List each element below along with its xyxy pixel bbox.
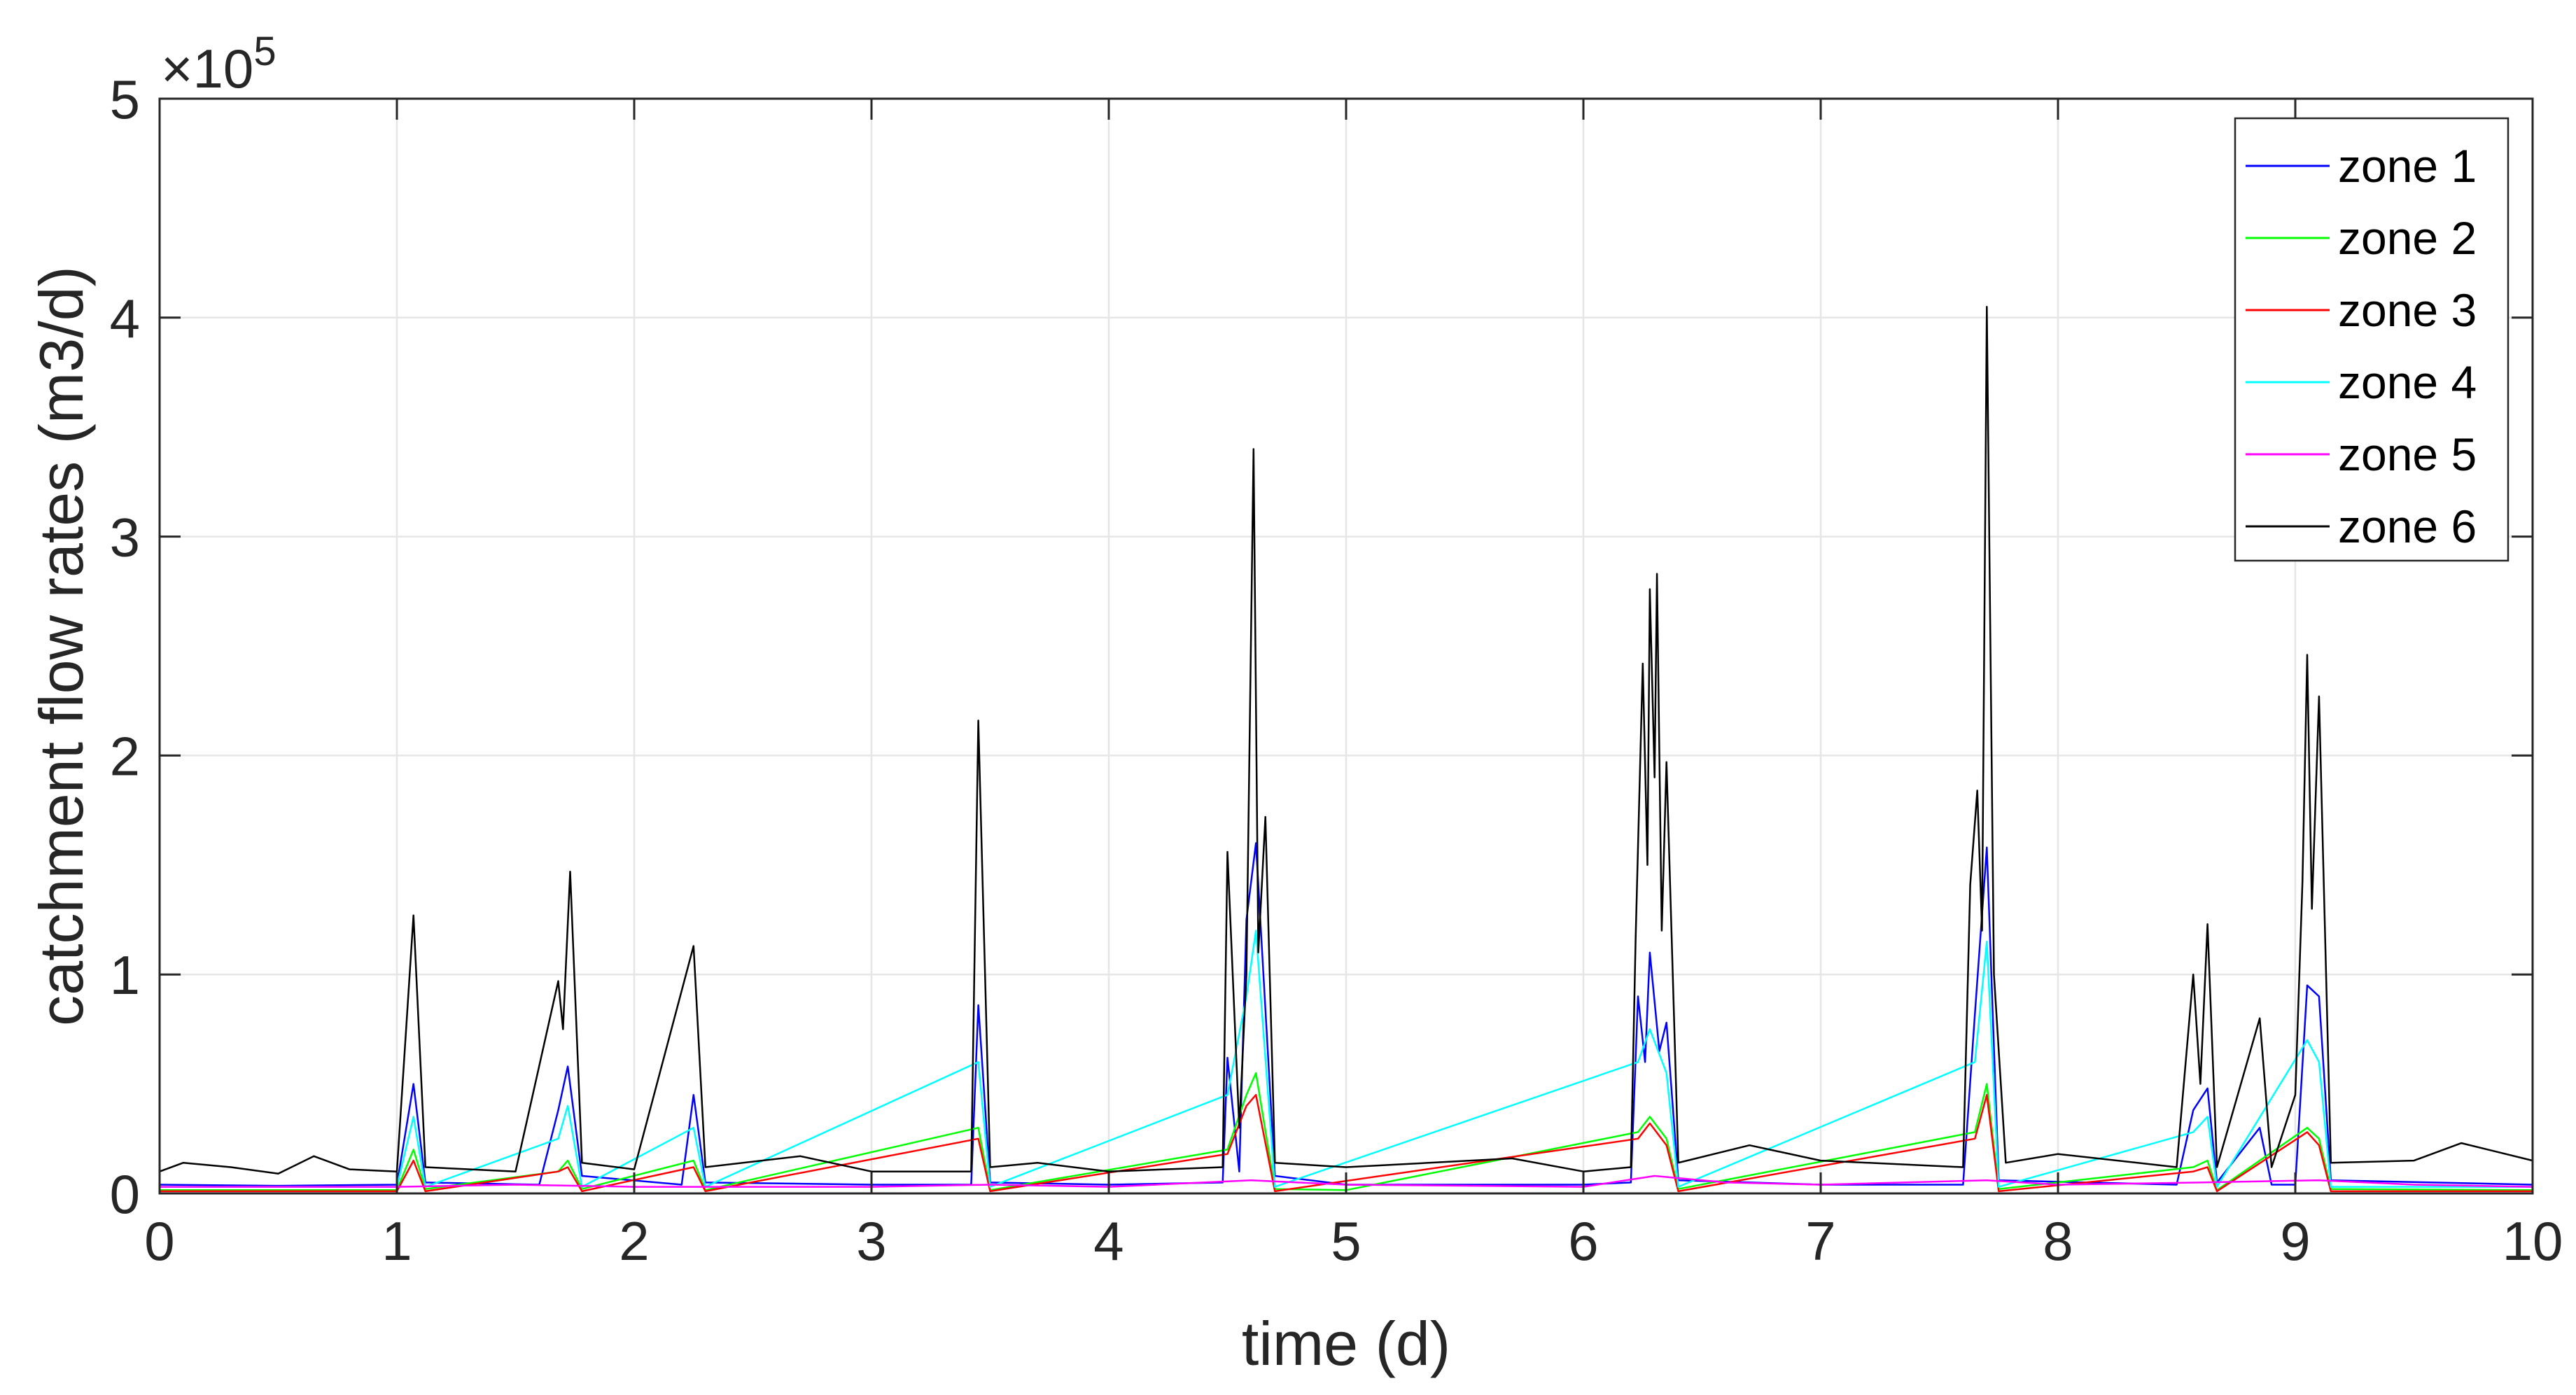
x-axis-label: time (d) xyxy=(1242,1309,1450,1378)
y-tick-label: 0 xyxy=(110,1163,140,1225)
tick-marks xyxy=(158,97,2534,1195)
series-line-zone-4 xyxy=(160,930,2533,1188)
series-line-zone-2 xyxy=(160,1072,2533,1191)
legend-box xyxy=(2234,117,2510,562)
y-tick-label: 1 xyxy=(110,944,140,1006)
grid-lines xyxy=(160,99,2533,1193)
x-tick-label: 2 xyxy=(619,1210,649,1272)
legend-entry: zone 1 xyxy=(2338,140,2477,192)
y-exponent-base: ×10 xyxy=(161,38,253,99)
legend-entry: zone 4 xyxy=(2338,356,2477,408)
y-tick-label: 2 xyxy=(110,725,140,787)
x-tick-label: 0 xyxy=(144,1210,174,1272)
y-axis-label: catchment flow rates (m3/d) xyxy=(27,266,96,1026)
x-tick-label: 5 xyxy=(1331,1210,1361,1272)
series-line-zone-6 xyxy=(159,305,2533,1175)
legend-entry: zone 3 xyxy=(2338,284,2477,336)
x-tick-label: 3 xyxy=(856,1210,886,1272)
series-line-zone-3 xyxy=(160,1093,2533,1193)
x-tick-label: 9 xyxy=(2280,1210,2310,1272)
x-tick-label: 6 xyxy=(1568,1210,1598,1272)
x-tick-label: 8 xyxy=(2043,1210,2073,1272)
legend-entry: zone 6 xyxy=(2338,500,2477,552)
y-exponent-power: 5 xyxy=(253,29,276,74)
y-tick-label: 3 xyxy=(110,507,140,568)
legend: zone 1 zone 2 zone 3 zone 4 zone 5 zone 6 xyxy=(2234,117,2510,562)
legend-entry: zone 5 xyxy=(2338,428,2477,480)
x-tick-label: 4 xyxy=(1093,1210,1124,1272)
y-tick-label: 4 xyxy=(110,288,140,349)
series-line-zone-1 xyxy=(159,842,2533,1187)
x-tick-label: 1 xyxy=(382,1210,412,1272)
y-tick-labels: 0 1 2 3 4 5 xyxy=(110,69,140,1225)
x-tick-label: 10 xyxy=(2502,1210,2563,1272)
x-tick-labels: 0 1 2 3 4 5 6 7 8 9 10 xyxy=(144,1210,2563,1272)
legend-entry: zone 2 xyxy=(2338,212,2477,264)
y-tick-label: 5 xyxy=(110,69,140,130)
y-exponent-label: ×105 xyxy=(161,29,276,99)
x-tick-label: 7 xyxy=(1805,1210,1835,1272)
